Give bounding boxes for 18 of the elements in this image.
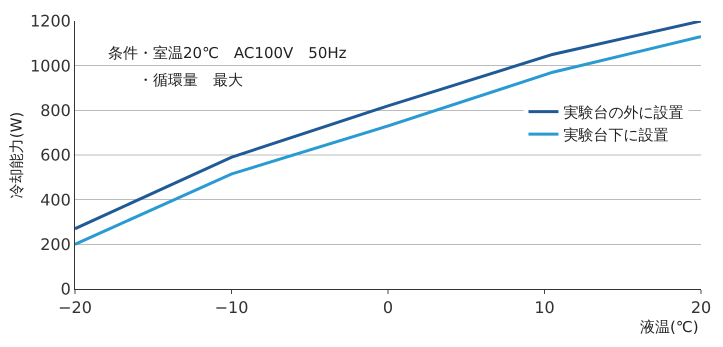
- x-axis-title: 液温(℃): [640, 318, 699, 336]
- y-axis-title: 冷却能力(W): [7, 112, 26, 198]
- x-tick-label: −10: [214, 298, 248, 318]
- legend-label: 実験台の外に設置: [563, 103, 684, 122]
- y-tick-label: 800: [40, 100, 71, 120]
- y-tick-label: 1000: [30, 56, 71, 76]
- annotation: 条件・室温20℃ AC100V 50Hz: [108, 44, 347, 62]
- y-tick-label: 400: [40, 190, 71, 210]
- x-tick-label: 20: [690, 298, 712, 318]
- x-tick-label: −20: [58, 298, 92, 318]
- legend-label: 実験台下に設置: [563, 126, 668, 144]
- x-tick-label: 0: [382, 298, 394, 318]
- annotation: ・循環量 最大: [108, 71, 243, 89]
- y-tick-label: 0: [60, 280, 71, 299]
- x-tick-label: 10: [534, 298, 555, 318]
- y-tick-label: 1200: [30, 12, 71, 31]
- y-tick-label: 600: [40, 146, 71, 165]
- y-tick-label: 200: [40, 234, 71, 254]
